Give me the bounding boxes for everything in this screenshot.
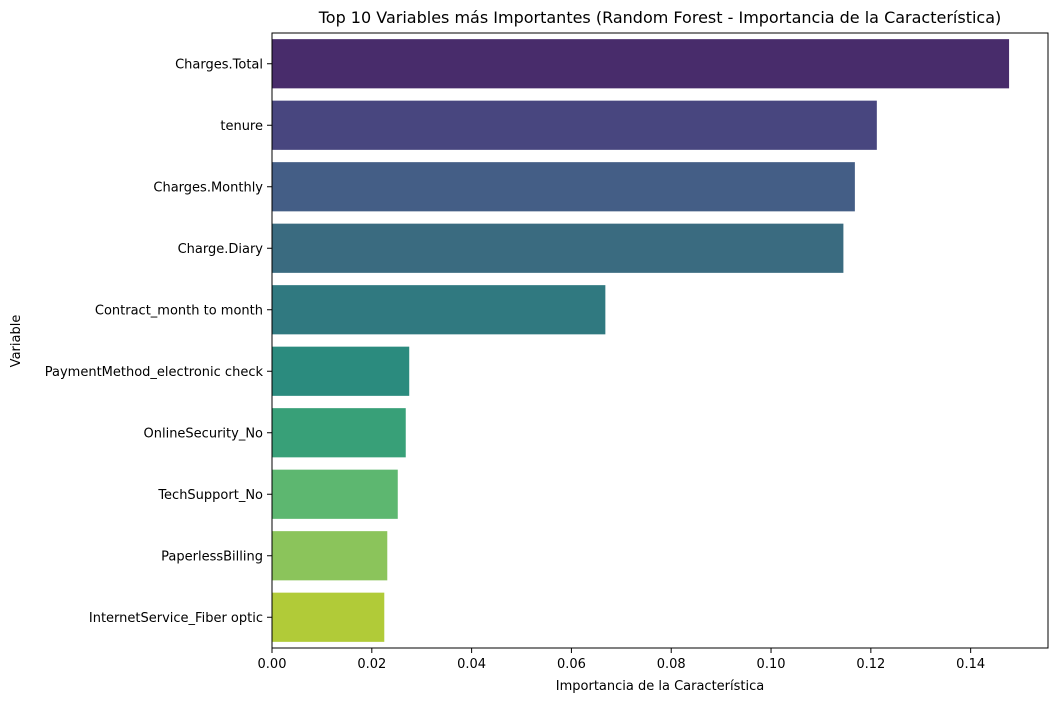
bar-contract-month-to-month xyxy=(272,285,606,335)
x-tick-label: 0.08 xyxy=(657,657,686,672)
y-tick-label: PaperlessBilling xyxy=(161,549,263,564)
y-tick-label: Charges.Total xyxy=(175,57,263,72)
y-tick-label: PaymentMethod_electronic check xyxy=(45,365,264,380)
y-tick-label: OnlineSecurity_No xyxy=(144,426,264,441)
bar-paymentmethod-electronic-check xyxy=(272,346,410,396)
x-tick-label: 0.00 xyxy=(258,657,287,672)
bar-internetservice-fiber-optic xyxy=(272,592,385,642)
bar-charges-total xyxy=(272,39,1010,89)
x-tick-label: 0.06 xyxy=(557,657,586,672)
bar-tenure xyxy=(272,100,877,150)
x-tick-label: 0.02 xyxy=(357,657,386,672)
bar-onlinesecurity-no xyxy=(272,408,406,458)
y-tick-labels: Charges.Total tenure Charges.Monthly Charge… xyxy=(45,57,272,626)
y-tick-label: InternetService_Fiber optic xyxy=(89,611,263,626)
x-tick-label: 0.10 xyxy=(757,657,786,672)
bars-group xyxy=(272,39,1010,642)
x-axis-label: Importancia de la Característica xyxy=(556,679,764,694)
x-tick-label: 0.04 xyxy=(457,657,486,672)
y-tick-label: Contract_month to month xyxy=(95,303,263,318)
y-tick-label: tenure xyxy=(220,119,263,134)
axes-frame xyxy=(271,32,1049,649)
bar-paperlessbilling xyxy=(272,531,388,581)
chart-title: Top 10 Variables más Importantes (Random… xyxy=(318,8,1002,27)
y-tick-label: Charge.Diary xyxy=(178,242,264,257)
y-axis-label: Variable xyxy=(9,315,24,368)
bar-techsupport-no xyxy=(272,469,398,519)
bar-charge-diary xyxy=(272,223,844,273)
x-tick-label: 0.14 xyxy=(956,657,985,672)
plot-border xyxy=(271,32,1049,649)
bar-charges-monthly xyxy=(272,162,855,212)
y-tick-label: Charges.Monthly xyxy=(153,180,263,195)
x-ticks: 0.00 0.02 0.04 0.06 0.08 0.10 0.12 0.14 xyxy=(258,648,985,672)
x-tick-label: 0.12 xyxy=(856,657,885,672)
y-tick-label: TechSupport_No xyxy=(157,488,263,503)
